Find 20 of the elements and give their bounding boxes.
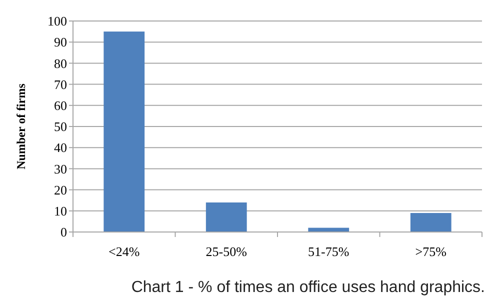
y-axis-title: Number of firms	[14, 83, 28, 170]
y-tick-label: 60	[54, 98, 67, 113]
caption: Chart 1 - % of times an office uses hand graphics.	[131, 279, 485, 296]
bar	[206, 202, 247, 232]
y-tick-label: 10	[54, 203, 67, 218]
y-tick-label: 40	[54, 140, 67, 156]
y-tick-label: 20	[54, 182, 67, 198]
y-tick-label: 70	[54, 76, 67, 92]
y-tick-label: 30	[54, 161, 67, 176]
bar	[410, 213, 452, 232]
y-tick-label: 100	[48, 14, 67, 29]
y-tick-label: 0	[60, 224, 67, 240]
x-tick-label: 25-50%	[206, 244, 248, 259]
bar	[104, 32, 145, 232]
y-tick-label: 80	[54, 56, 67, 71]
x-tick-label: >75%	[415, 244, 447, 259]
y-tick-label: 50	[54, 119, 67, 134]
x-tick-label: <24%	[108, 244, 140, 259]
x-tick-label: 51-75%	[308, 244, 350, 259]
y-tick-label: 90	[54, 34, 67, 50]
